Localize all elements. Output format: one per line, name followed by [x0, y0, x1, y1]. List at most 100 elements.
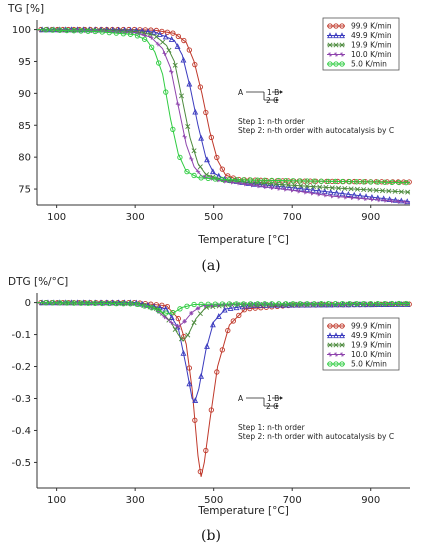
data-point — [155, 41, 161, 47]
x-tick-label: 700 — [283, 495, 302, 506]
data-point — [386, 188, 392, 194]
data-point — [304, 178, 310, 184]
data-point — [336, 185, 342, 191]
data-point — [71, 300, 77, 306]
legend-marker — [339, 61, 345, 67]
x-axis-label: Temperature [°C] — [197, 505, 289, 517]
data-point — [339, 301, 346, 307]
data-point — [346, 301, 353, 307]
data-point — [141, 303, 148, 309]
data-point — [164, 29, 171, 35]
data-point — [141, 36, 148, 42]
data-point — [148, 305, 155, 311]
legend-marker — [333, 361, 339, 367]
y-axis-label: DTG [%/°C] — [8, 276, 68, 288]
data-point — [185, 124, 191, 130]
legend-marker — [339, 332, 345, 339]
data-point — [283, 301, 289, 307]
legend-label: 19.9 K/min — [351, 341, 392, 350]
data-point — [163, 310, 169, 316]
legend-marker — [327, 61, 333, 67]
data-point — [226, 176, 233, 183]
data-point — [389, 198, 394, 204]
data-point — [309, 190, 314, 196]
data-point — [198, 134, 205, 141]
data-point — [375, 300, 381, 307]
data-point — [85, 300, 91, 306]
data-point — [175, 102, 181, 107]
data-point — [186, 47, 192, 53]
annotation-step2: Step 2: n-th order with autocatalysis by… — [238, 126, 394, 135]
legend-label: 99.9 K/min — [351, 22, 392, 31]
annotation-step1: Step 1: n-th order — [238, 423, 306, 432]
arrow-head-icon — [280, 90, 283, 94]
scheme-label-b: 1 B — [267, 88, 279, 97]
legend-label: 10.0 K/min — [351, 50, 392, 59]
legend-marker — [327, 23, 333, 29]
data-point — [160, 39, 166, 45]
data-point — [134, 33, 141, 39]
arrow-head-icon — [280, 396, 283, 400]
data-point — [375, 197, 381, 203]
data-point — [292, 182, 298, 188]
data-point — [163, 89, 169, 95]
data-point — [113, 300, 119, 307]
scheme-label-a: A — [238, 394, 244, 403]
legend-box — [322, 17, 400, 71]
data-point — [127, 31, 134, 37]
data-point — [392, 188, 398, 194]
data-point — [215, 313, 222, 319]
data-point — [353, 300, 360, 307]
data-point — [156, 31, 163, 37]
data-point — [172, 326, 178, 332]
data-point — [186, 80, 193, 87]
data-point — [361, 187, 367, 193]
data-point — [192, 62, 198, 68]
chart-panel-b: 0 -0.1 -0.2 -0.3 -0.4 -0.5 100 300 500 700 900 DTG … — [8, 276, 412, 544]
data-point — [197, 84, 203, 90]
data-point — [297, 301, 303, 307]
data-point — [162, 33, 169, 40]
data-point — [191, 148, 197, 154]
scheme-label-a: A — [238, 88, 244, 97]
data-point — [168, 36, 175, 42]
legend-marker — [333, 23, 339, 29]
data-point — [279, 182, 285, 188]
data-point — [255, 183, 261, 189]
data-point — [185, 332, 191, 338]
x-tick-label: 500 — [204, 495, 223, 506]
data-point — [212, 301, 218, 307]
scheme-label-b: 1 B — [267, 394, 279, 403]
data-point — [354, 186, 360, 192]
data-point — [249, 182, 254, 188]
legend-marker — [333, 32, 339, 39]
data-point — [318, 178, 324, 184]
data-point — [181, 37, 187, 44]
legend-label: 49.9 K/min — [351, 331, 392, 340]
data-point — [367, 187, 373, 193]
series-line — [36, 29, 411, 184]
data-point — [315, 191, 321, 197]
data-point — [189, 156, 194, 162]
data-point — [311, 301, 317, 307]
data-point — [219, 166, 225, 172]
data-point — [42, 300, 49, 306]
data-point — [396, 199, 401, 204]
annotation-step2: Step 2: n-th order with autocatalysis by… — [238, 432, 394, 441]
data-point — [182, 319, 187, 324]
data-point — [156, 60, 162, 66]
data-point — [64, 27, 70, 34]
data-point — [205, 301, 211, 307]
data-point — [255, 301, 261, 307]
data-point — [233, 304, 240, 311]
data-point — [197, 164, 203, 170]
data-point — [233, 301, 240, 307]
y-tick-label: -0.1 — [11, 330, 31, 341]
data-point — [148, 44, 155, 50]
arrow-head-icon — [276, 404, 279, 408]
data-point — [403, 179, 409, 186]
x-tick-label: 300 — [126, 495, 145, 506]
